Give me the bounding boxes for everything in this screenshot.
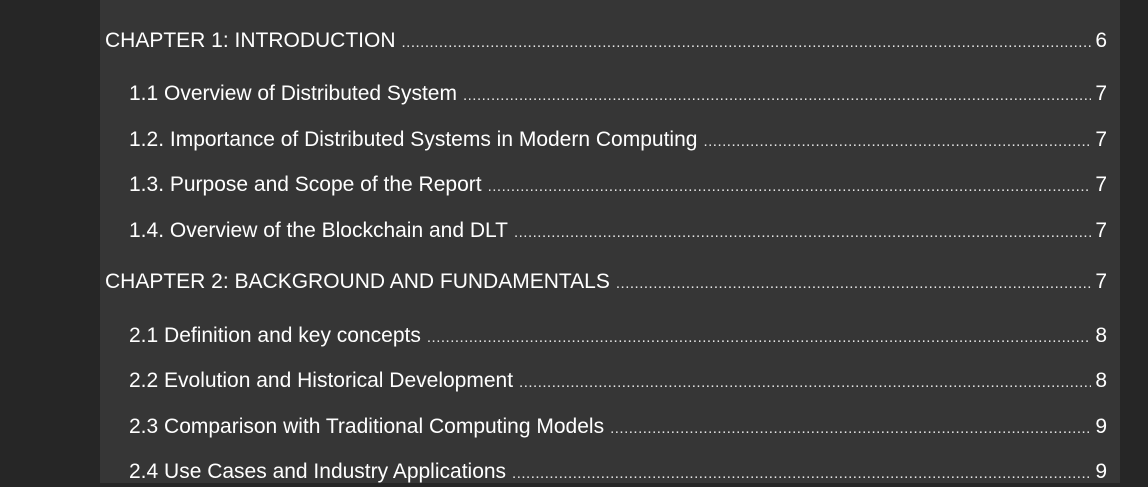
- toc-page-number: 9: [1095, 415, 1107, 438]
- toc-dot-leader: [427, 325, 1091, 351]
- toc-page-number: 6: [1095, 29, 1107, 52]
- toc-page-number: 8: [1095, 324, 1107, 347]
- toc-dot-leader: [512, 461, 1091, 487]
- toc-dot-leader: [616, 271, 1091, 297]
- toc-page-number: 7: [1095, 173, 1107, 196]
- toc-entry-label: 2.2 Evolution and Historical Development: [129, 369, 514, 392]
- toc-entry-label: 2.4 Use Cases and Industry Applications: [129, 460, 507, 483]
- toc-dot-leader: [514, 220, 1091, 246]
- toc-chapter-2[interactable]: CHAPTER 2: BACKGROUND AND FUNDAMENTALS 7: [105, 269, 1107, 297]
- toc-chapter-1[interactable]: CHAPTER 1: INTRODUCTION 6: [105, 28, 1107, 56]
- toc-dot-leader: [519, 370, 1091, 396]
- toc-page-number: 7: [1095, 128, 1107, 151]
- toc-dot-leader: [488, 174, 1092, 200]
- toc-section-1-2[interactable]: 1.2. Importance of Distributed Systems i…: [129, 127, 1107, 155]
- toc-dot-leader: [610, 416, 1091, 442]
- toc-dot-leader: [703, 129, 1091, 155]
- toc-entry-label: 1.4. Overview of the Blockchain and DLT: [129, 219, 508, 242]
- toc-entry-label: CHAPTER 2: BACKGROUND AND FUNDAMENTALS: [105, 270, 610, 293]
- toc-page-number: 7: [1095, 82, 1107, 105]
- toc-dot-leader: [463, 83, 1091, 109]
- toc-section-1-3[interactable]: 1.3. Purpose and Scope of the Report 7: [129, 172, 1107, 200]
- toc-section-2-3[interactable]: 2.3 Comparison with Traditional Computin…: [129, 414, 1107, 442]
- toc-entry-label: 1.3. Purpose and Scope of the Report: [129, 173, 482, 196]
- toc-page-number: 7: [1095, 270, 1107, 293]
- toc-page-number: 9: [1095, 460, 1107, 483]
- toc-dot-leader: [402, 30, 1092, 56]
- toc-page-number: 7: [1095, 219, 1107, 242]
- toc-entry-label: 1.1 Overview of Distributed System: [129, 82, 457, 105]
- toc-entry-label: 1.2. Importance of Distributed Systems i…: [129, 128, 698, 151]
- toc-page-number: 8: [1095, 369, 1107, 392]
- toc-entry-label: 2.3 Comparison with Traditional Computin…: [129, 415, 605, 438]
- toc-section-1-1[interactable]: 1.1 Overview of Distributed System 7: [129, 81, 1107, 109]
- document-page: CHAPTER 1: INTRODUCTION 6 1.1 Overview o…: [100, 0, 1120, 483]
- toc-entry-label: 2.1 Definition and key concepts: [129, 324, 421, 347]
- toc-section-1-4[interactable]: 1.4. Overview of the Blockchain and DLT …: [129, 218, 1107, 246]
- toc-section-2-1[interactable]: 2.1 Definition and key concepts 8: [129, 323, 1107, 351]
- toc-section-2-4[interactable]: 2.4 Use Cases and Industry Applications …: [129, 459, 1107, 487]
- toc-section-2-2[interactable]: 2.2 Evolution and Historical Development…: [129, 368, 1107, 396]
- toc-entry-label: CHAPTER 1: INTRODUCTION: [105, 29, 396, 52]
